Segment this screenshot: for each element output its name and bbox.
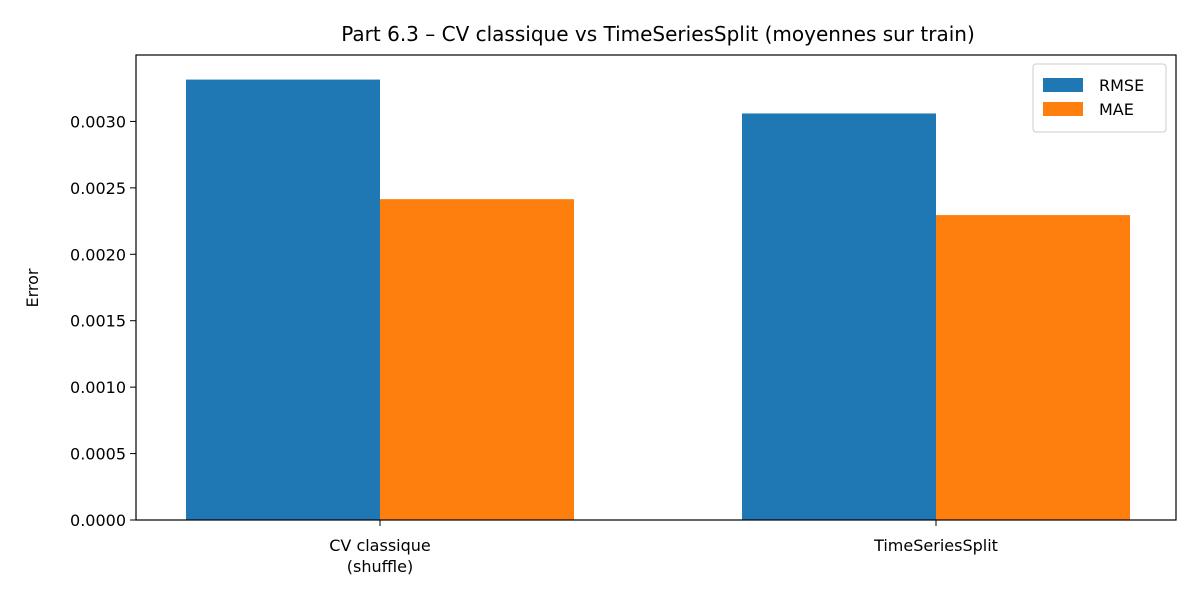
legend-swatch-mae: [1043, 102, 1083, 116]
bar-mae-0: [380, 199, 574, 520]
y-tick-label: 0.0010: [70, 378, 126, 397]
legend: RMSE MAE: [1032, 63, 1167, 133]
bar-mae-1: [936, 215, 1130, 521]
legend-swatch-rmse: [1043, 78, 1083, 92]
bar-rmse-0: [186, 79, 380, 520]
bar-rmse-1: [742, 113, 936, 520]
legend-box: [1032, 63, 1167, 133]
y-axis-label: Error: [23, 268, 42, 307]
x-tick-label: CV classique: [329, 536, 431, 555]
chart-title: Part 6.3 – CV classique vs TimeSeriesSpl…: [341, 22, 975, 46]
plot-area: 0.0000 0.0005 0.0010 0.0015 0.0020 0.0025 0.00…: [70, 79, 1130, 576]
x-tick-label: (shuffle): [347, 557, 413, 576]
x-tick-label: TimeSeriesSplit: [873, 536, 998, 555]
plot-frame: [135, 54, 1177, 521]
y-tick-label: 0.0015: [70, 312, 126, 331]
y-tick-label: 0.0025: [70, 179, 126, 198]
y-tick-label: 0.0000: [70, 511, 126, 530]
legend-label-mae: MAE: [1099, 100, 1134, 119]
y-tick-label: 0.0020: [70, 245, 126, 264]
y-tick-label: 0.0030: [70, 112, 126, 131]
y-tick-label: 0.0005: [70, 445, 126, 464]
legend-label-rmse: RMSE: [1099, 76, 1144, 95]
